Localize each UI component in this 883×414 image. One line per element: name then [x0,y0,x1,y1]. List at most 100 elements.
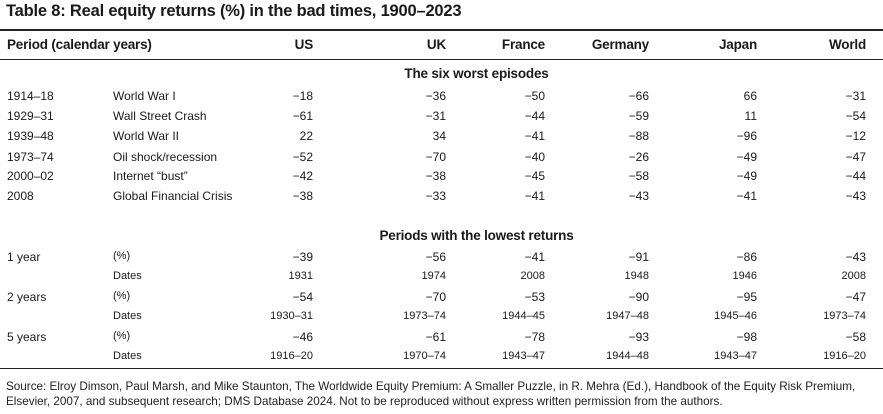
date-cell-japan: 1946 [732,270,757,282]
date-cell-us: 1931 [288,270,313,282]
event-cell: Wall Street Crash [113,109,207,123]
value-cell-uk: −70 [425,150,446,164]
value-cell-france: −45 [524,169,545,183]
period-cell: 5 years [7,330,47,344]
unit-label: (%) [113,290,131,302]
value-cell-germany: −59 [628,109,649,123]
value-cell-france: −41 [524,129,545,143]
date-cell-us: 1930–31 [270,310,313,322]
value-cell-japan: −49 [736,150,757,164]
event-cell: World War II [113,129,180,143]
value-cell-uk: −61 [425,330,446,344]
value-cell-world: −31 [845,89,866,103]
value-cell-uk: −33 [425,189,446,203]
value-cell-germany: −88 [628,129,649,143]
source-footnote: Source: Elroy Dimson, Paul Marsh, and Mi… [6,380,856,408]
value-cell-germany: −43 [628,189,649,203]
date-cell-world: 1916–20 [823,350,866,362]
date-cell-world: 1973–74 [823,310,866,322]
value-cell-france: −50 [524,89,545,103]
value-cell-france: −41 [524,250,545,264]
dates-label: Dates [113,350,142,362]
value-cell-japan: −49 [736,169,757,183]
period-cell: 1939–48 [7,129,54,143]
value-cell-france: −53 [524,290,545,304]
value-cell-world: −43 [845,189,866,203]
column-header-us: US [294,37,314,52]
value-cell-france: −41 [524,189,545,203]
event-cell: Internet “bust” [113,169,188,183]
table-row: 1939–48 World War II 22 34 −41 −88 −96 −12 [0,129,883,149]
date-cell-japan: 1943–47 [714,350,757,362]
column-header-period: Period (calendar years) [7,37,152,52]
date-cell-world: 2008 [841,270,866,282]
value-cell-france: −78 [524,330,545,344]
period-cell: 1973–74 [7,150,54,164]
value-cell-japan: 66 [743,89,757,103]
column-header-germany: Germany [591,37,649,52]
value-cell-japan: −96 [736,129,757,143]
table-row: 2 years (%) −54 −70 −53 −90 −95 −47 [0,290,883,310]
value-cell-uk: −56 [425,250,446,264]
column-header-france: France [501,37,545,52]
value-cell-uk: 34 [432,129,446,143]
header-rule [0,59,883,60]
period-cell: 1914–18 [7,89,54,103]
value-cell-us: −18 [292,89,313,103]
value-cell-us: −52 [292,150,313,164]
table-row: 2008 Global Financial Crisis −38 −33 −41 −43 −… [0,189,883,209]
value-cell-germany: −58 [628,169,649,183]
date-cell-japan: 1945–46 [714,310,757,322]
value-cell-us: −54 [292,290,313,304]
value-cell-world: −47 [845,290,866,304]
event-cell: World War I [113,89,176,103]
event-cell: Global Financial Crisis [113,189,233,203]
date-cell-france: 1944–45 [502,310,545,322]
value-cell-us: −46 [292,330,313,344]
table-row-dates: Dates 1930–31 1973–74 1944–45 1947–48 1945–46… [0,310,883,330]
date-cell-germany: 1947–48 [606,310,649,322]
table-row: 1929–31 Wall Street Crash −61 −31 −44 −59 11 −5… [0,109,883,129]
top-rule [0,29,883,31]
value-cell-uk: −31 [425,109,446,123]
table-row: 5 years (%) −46 −61 −78 −93 −98 −58 [0,330,883,350]
dates-label: Dates [113,270,142,282]
value-cell-us: −38 [292,189,313,203]
table-row: 1973–74 Oil shock/recession −52 −70 −40 −26 −4… [0,150,883,170]
value-cell-us: 22 [299,129,313,143]
table-row: 2000–02 Internet “bust” −42 −38 −45 −58 −49 −44 [0,169,883,189]
value-cell-uk: −38 [425,169,446,183]
value-cell-japan: −41 [736,189,757,203]
section-worst-episodes: The six worst episodes [404,66,549,81]
value-cell-germany: −66 [628,89,649,103]
unit-label: (%) [113,330,131,342]
value-cell-germany: −90 [628,290,649,304]
value-cell-france: −40 [524,150,545,164]
value-cell-germany: −93 [628,330,649,344]
table-row: 1914–18 World War I −18 −36 −50 −66 66 −31 [0,89,883,109]
value-cell-japan: −86 [736,250,757,264]
value-cell-france: −44 [524,109,545,123]
value-cell-world: −43 [845,250,866,264]
value-cell-world: −44 [845,169,866,183]
date-cell-germany: 1944–48 [606,350,649,362]
value-cell-japan: 11 [744,109,757,123]
date-cell-france: 2008 [520,270,545,282]
value-cell-world: −58 [845,330,866,344]
period-cell: 2000–02 [7,169,54,183]
value-cell-world: −54 [845,109,866,123]
period-cell: 2008 [7,189,34,203]
section-lowest-returns: Periods with the lowest returns [379,228,574,243]
value-cell-us: −61 [292,109,313,123]
date-cell-france: 1943–47 [502,350,545,362]
period-cell: 1 year [7,250,41,264]
column-header-uk: UK [426,37,446,52]
value-cell-world: −47 [845,150,866,164]
date-cell-uk: 1973–74 [403,310,446,322]
period-cell: 2 years [7,290,47,304]
value-cell-germany: −26 [628,150,649,164]
column-header-world: World [829,37,866,52]
table-title: Table 8: Real equity returns (%) in the … [6,2,462,20]
unit-label: (%) [113,250,131,262]
dates-label: Dates [113,310,142,322]
